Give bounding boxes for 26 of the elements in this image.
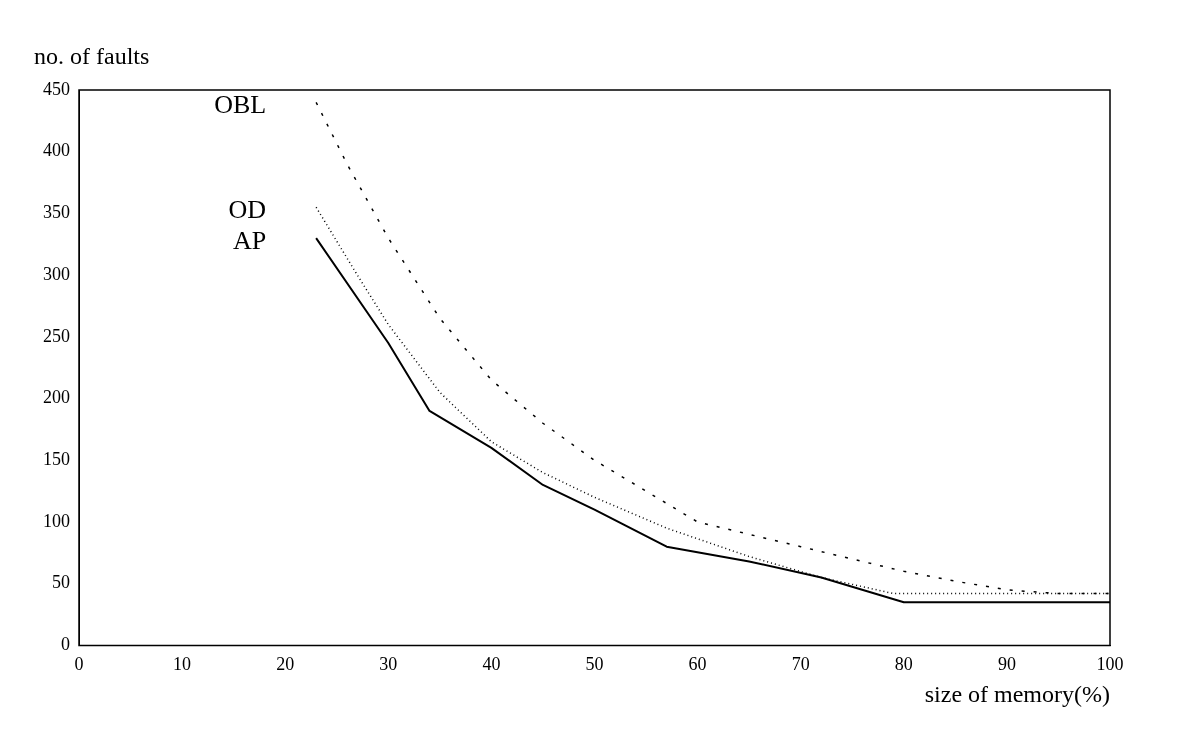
x-axis-title: size of memory(%) <box>924 680 1110 707</box>
y-tick-label: 300 <box>43 263 70 284</box>
y-tick-label: 150 <box>43 449 70 469</box>
y-tick-label: 0 <box>61 634 70 655</box>
y-axis-title: no. of faults <box>34 43 150 70</box>
y-tick-label: 200 <box>43 387 70 408</box>
x-tick-label: 100 <box>1096 653 1124 674</box>
x-tick-label: 0 <box>74 653 84 674</box>
x-tick-label: 40 <box>482 653 501 674</box>
series-label: AP <box>232 225 267 255</box>
x-tick-label: 50 <box>585 653 604 674</box>
series-label: OBL <box>214 90 267 120</box>
x-tick-label: 90 <box>997 653 1016 674</box>
y-tick-label: 400 <box>43 140 70 161</box>
y-tick-label: 450 <box>43 78 70 99</box>
x-tick-label: 20 <box>276 653 295 674</box>
x-tick-label: 10 <box>173 653 192 674</box>
y-tick-label: 100 <box>43 510 70 531</box>
y-tick-label: 250 <box>43 325 70 346</box>
x-tick-label: 70 <box>791 653 810 674</box>
x-tick-label: 60 <box>688 653 707 674</box>
x-tick-label: 80 <box>894 653 913 674</box>
series-label: OD <box>228 195 267 225</box>
y-tick-label: 50 <box>52 572 70 593</box>
y-tick-label: 350 <box>43 202 70 223</box>
x-tick-label: 30 <box>379 653 398 674</box>
